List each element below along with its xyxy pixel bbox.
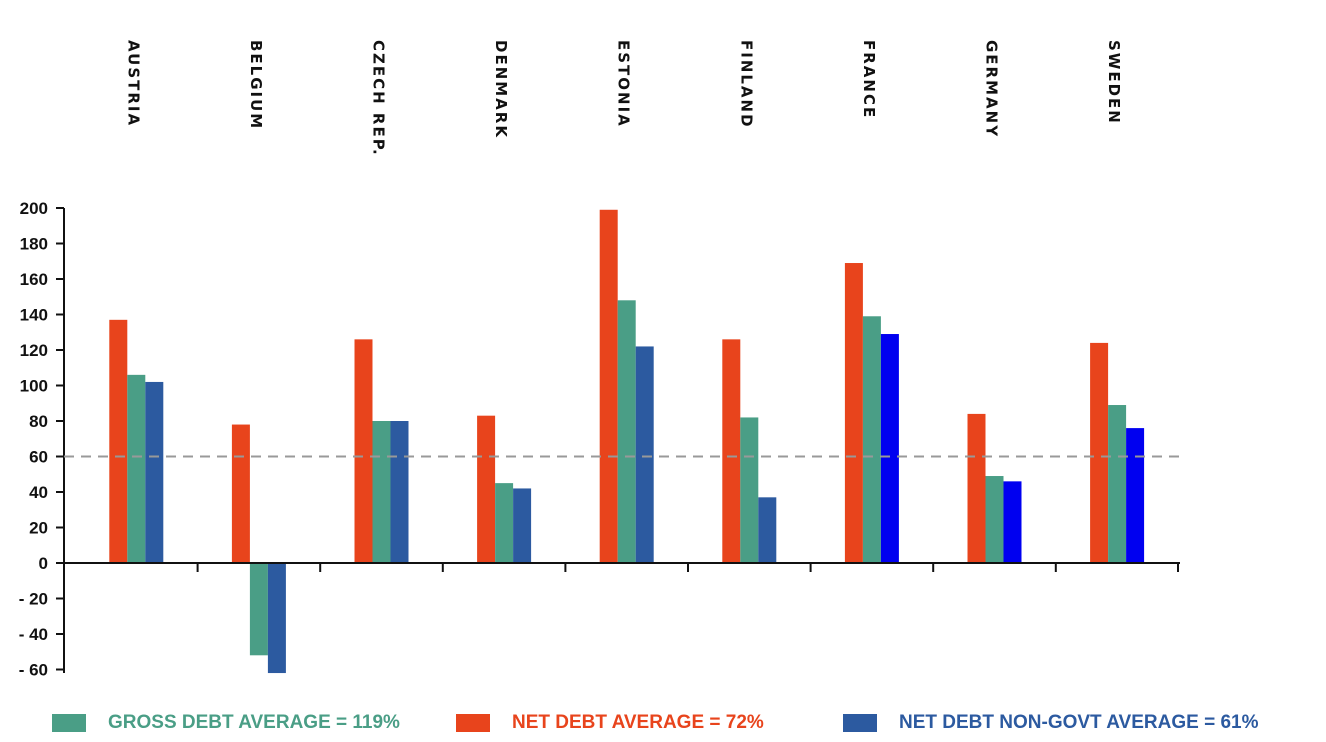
bar-net-debt-non-govt-austria [145, 381, 164, 563]
legend-swatch-net-debt-non-govt [843, 714, 877, 732]
y-tick-label: 60 [29, 448, 48, 467]
bar-net-debt-finland [722, 339, 741, 563]
bar-net-debt-denmark [477, 415, 496, 563]
category-label-denmark: DENMARK [492, 40, 510, 139]
y-tick-label: - 40 [19, 625, 48, 644]
bar-net-debt-sweden [1090, 342, 1109, 563]
chart-legend: GROSS DEBT AVERAGE = 119% NET DEBT AVERA… [0, 712, 1326, 742]
y-tick-label: 100 [20, 377, 48, 396]
bar-net-debt-non-govt-belgium [267, 563, 286, 674]
category-label-czech-rep: CZECH REP. [370, 40, 388, 157]
y-tick-label: - 20 [19, 590, 48, 609]
y-tick-label: 0 [39, 554, 48, 573]
y-tick-label: 20 [29, 519, 48, 538]
category-label-sweden: SWEDEN [1105, 40, 1123, 125]
bar-net-debt-non-govt-sweden [1126, 428, 1145, 563]
bar-gross-debt-france [862, 316, 881, 563]
bar-net-debt-non-govt-finland [758, 497, 777, 563]
bar-net-debt-non-govt-denmark [513, 488, 532, 563]
bar-gross-debt-sweden [1108, 405, 1127, 563]
y-tick-label: 180 [20, 235, 48, 254]
bar-gross-debt-belgium [249, 563, 268, 656]
y-tick-label: - 60 [19, 661, 48, 680]
legend-swatch-gross-debt [52, 714, 86, 732]
category-label-estonia: ESTONIA [615, 40, 633, 128]
bar-net-debt-germany [967, 413, 986, 563]
bar-net-debt-austria [109, 319, 128, 563]
category-label-belgium: BELGIUM [247, 40, 265, 130]
bar-net-debt-czech-rep [354, 339, 373, 563]
y-tick-label: 140 [20, 306, 48, 325]
bar-net-debt-non-govt-estonia [635, 346, 654, 563]
bar-gross-debt-denmark [495, 483, 514, 563]
category-label-germany: GERMANY [983, 40, 1001, 138]
y-tick-label: 200 [20, 199, 48, 218]
debt-bar-chart: - 60 - 40 - 20 0 20 40 60 80 100 120 140 160 180 200 A… [19, 40, 1180, 680]
bar-net-debt-non-govt-germany [1003, 481, 1022, 563]
category-label-finland: FINLAND [737, 40, 755, 129]
legend-label-net-debt: NET DEBT AVERAGE = 72% [512, 712, 764, 733]
legend-item-net-debt: NET DEBT AVERAGE = 72% [456, 712, 764, 734]
y-tick-label: 80 [29, 412, 48, 431]
category-label-france: FRANCE [860, 40, 878, 119]
legend-swatch-net-debt [456, 714, 490, 732]
category-label-austria: AUSTRIA [124, 40, 142, 127]
legend-label-net-debt-non-govt: NET DEBT NON-GOVT AVERAGE = 61% [899, 712, 1259, 733]
legend-label-gross-debt: GROSS DEBT AVERAGE = 119% [108, 712, 400, 733]
legend-item-gross-debt: GROSS DEBT AVERAGE = 119% [52, 712, 400, 734]
bar-gross-debt-austria [127, 374, 146, 563]
bar-gross-debt-germany [985, 476, 1004, 563]
y-tick-label: 160 [20, 270, 48, 289]
bar-gross-debt-finland [740, 417, 759, 563]
bar-net-debt-belgium [231, 424, 250, 563]
bar-net-debt-non-govt-czech-rep [390, 421, 409, 563]
bar-net-debt-non-govt-france [880, 334, 899, 563]
bar-net-debt-france [844, 263, 863, 563]
legend-item-net-debt-non-govt: NET DEBT NON-GOVT AVERAGE = 61% [843, 712, 1258, 734]
y-tick-label: 120 [20, 341, 48, 360]
bar-gross-debt-czech-rep [372, 421, 391, 563]
bar-net-debt-estonia [599, 209, 618, 563]
bar-gross-debt-estonia [617, 300, 636, 563]
y-tick-label: 40 [29, 483, 48, 502]
